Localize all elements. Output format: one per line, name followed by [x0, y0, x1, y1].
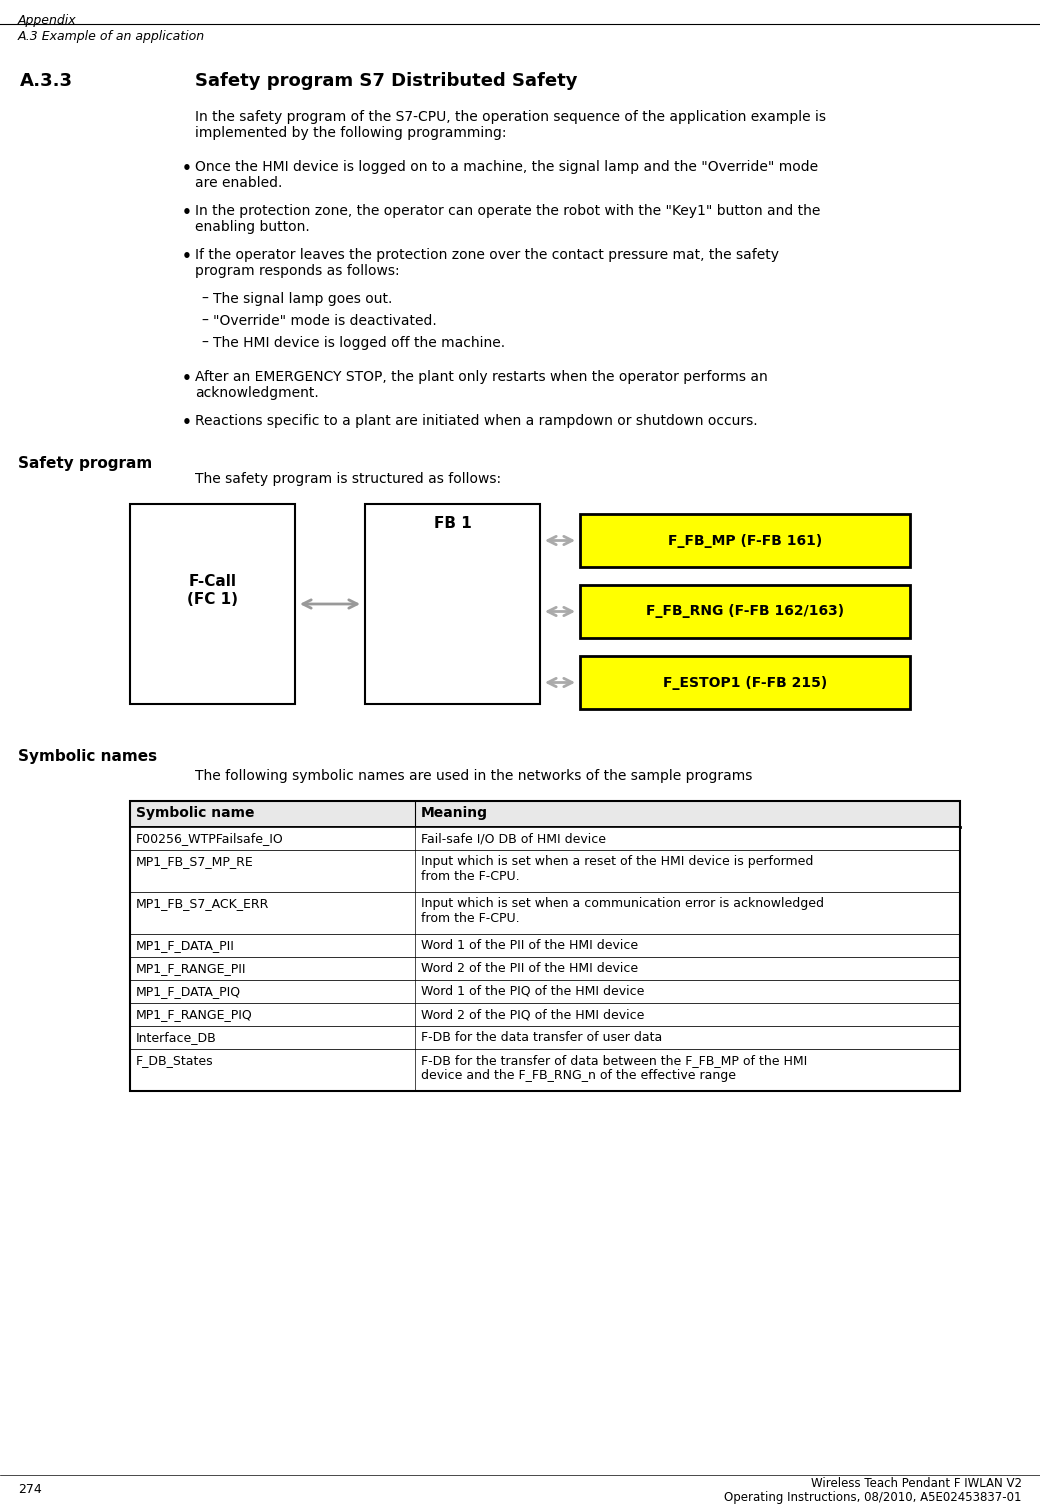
Text: •: •	[182, 415, 191, 430]
Text: •: •	[182, 161, 191, 177]
Text: MP1_F_DATA_PII: MP1_F_DATA_PII	[136, 939, 235, 952]
Bar	[130, 850, 960, 892]
Bar	[130, 801, 960, 1091]
Text: "Override" mode is deactivated.: "Override" mode is deactivated.	[213, 314, 437, 327]
Text: program responds as follows:: program responds as follows:	[196, 264, 399, 278]
Text: The following symbolic names are used in the networks of the sample programs: The following symbolic names are used in…	[196, 770, 752, 783]
Text: A.3 Example of an application: A.3 Example of an application	[18, 30, 205, 42]
Bar	[130, 1003, 960, 1026]
Text: –: –	[201, 337, 208, 350]
Text: Word 2 of the PIQ of the HMI device: Word 2 of the PIQ of the HMI device	[421, 1008, 645, 1022]
Text: are enabled.: are enabled.	[196, 177, 283, 190]
Text: 274: 274	[18, 1483, 42, 1495]
Text: FB 1: FB 1	[434, 516, 471, 531]
Text: Symbolic name: Symbolic name	[136, 806, 255, 819]
Text: Once the HMI device is logged on to a machine, the signal lamp and the "Override: Once the HMI device is logged on to a ma…	[196, 160, 818, 174]
Text: enabling button.: enabling button.	[196, 220, 310, 234]
Bar	[130, 801, 960, 827]
Bar	[365, 504, 540, 705]
Text: MP1_F_DATA_PIQ: MP1_F_DATA_PIQ	[136, 985, 241, 997]
Bar	[130, 892, 960, 934]
Text: Safety program: Safety program	[18, 456, 152, 471]
Text: The safety program is structured as follows:: The safety program is structured as foll…	[196, 472, 501, 486]
Text: F00256_WTPFailsafe_IO: F00256_WTPFailsafe_IO	[136, 831, 284, 845]
Text: Word 1 of the PIQ of the HMI device: Word 1 of the PIQ of the HMI device	[421, 985, 645, 997]
Text: F-DB for the data transfer of user data: F-DB for the data transfer of user data	[421, 1031, 662, 1044]
Text: MP1_F_RANGE_PIQ: MP1_F_RANGE_PIQ	[136, 1008, 253, 1022]
Text: After an EMERGENCY STOP, the plant only restarts when the operator performs an: After an EMERGENCY STOP, the plant only …	[196, 370, 768, 383]
Bar	[130, 957, 960, 979]
Text: Symbolic names: Symbolic names	[18, 748, 157, 764]
Bar	[130, 504, 295, 705]
Text: Wireless Teach Pendant F IWLAN V2: Wireless Teach Pendant F IWLAN V2	[811, 1477, 1022, 1489]
Text: If the operator leaves the protection zone over the contact pressure mat, the sa: If the operator leaves the protection zo…	[196, 247, 779, 263]
Text: F_FB_RNG (F-FB 162/163): F_FB_RNG (F-FB 162/163)	[646, 605, 844, 619]
Bar	[130, 979, 960, 1003]
Text: acknowledgment.: acknowledgment.	[196, 386, 318, 400]
Text: A.3.3: A.3.3	[20, 72, 73, 91]
Text: –: –	[201, 314, 208, 327]
Text: MP1_FB_S7_MP_RE: MP1_FB_S7_MP_RE	[136, 856, 254, 868]
Text: F-DB for the transfer of data between the F_FB_MP of the HMI
device and the F_FB: F-DB for the transfer of data between th…	[421, 1053, 807, 1082]
Text: implemented by the following programming:: implemented by the following programming…	[196, 125, 506, 140]
Bar	[130, 827, 960, 850]
Text: F_DB_States: F_DB_States	[136, 1053, 213, 1067]
Text: Word 1 of the PII of the HMI device: Word 1 of the PII of the HMI device	[421, 939, 639, 952]
Bar	[580, 656, 910, 709]
Text: F_ESTOP1 (F-FB 215): F_ESTOP1 (F-FB 215)	[662, 676, 827, 690]
Text: Word 2 of the PII of the HMI device: Word 2 of the PII of the HMI device	[421, 963, 639, 975]
Text: Input which is set when a reset of the HMI device is performed
from the F-CPU.: Input which is set when a reset of the H…	[421, 856, 813, 883]
Bar	[580, 515, 910, 567]
Text: –: –	[201, 293, 208, 306]
Text: MP1_F_RANGE_PII: MP1_F_RANGE_PII	[136, 963, 246, 975]
Text: The HMI device is logged off the machine.: The HMI device is logged off the machine…	[213, 337, 505, 350]
Bar	[130, 1049, 960, 1091]
Text: F-Call: F-Call	[188, 573, 236, 589]
Bar	[130, 934, 960, 957]
Text: •: •	[182, 205, 191, 220]
Text: Interface_DB: Interface_DB	[136, 1031, 216, 1044]
Text: In the protection zone, the operator can operate the robot with the "Key1" butto: In the protection zone, the operator can…	[196, 204, 821, 217]
Text: Safety program S7 Distributed Safety: Safety program S7 Distributed Safety	[196, 72, 577, 91]
Text: The signal lamp goes out.: The signal lamp goes out.	[213, 293, 392, 306]
Text: (FC 1): (FC 1)	[187, 592, 238, 607]
Text: In the safety program of the S7-CPU, the operation sequence of the application e: In the safety program of the S7-CPU, the…	[196, 110, 826, 124]
Text: •: •	[182, 371, 191, 386]
Bar	[580, 585, 910, 638]
Text: F_FB_MP (F-FB 161): F_FB_MP (F-FB 161)	[668, 534, 823, 548]
Text: Meaning: Meaning	[421, 806, 488, 819]
Text: Fail-safe I/O DB of HMI device: Fail-safe I/O DB of HMI device	[421, 831, 606, 845]
Text: Operating Instructions, 08/2010, A5E02453837-01: Operating Instructions, 08/2010, A5E0245…	[725, 1491, 1022, 1504]
Text: Appendix: Appendix	[18, 14, 77, 27]
Text: Reactions specific to a plant are initiated when a rampdown or shutdown occurs.: Reactions specific to a plant are initia…	[196, 413, 757, 429]
Text: •: •	[182, 249, 191, 264]
Text: MP1_FB_S7_ACK_ERR: MP1_FB_S7_ACK_ERR	[136, 896, 269, 910]
Text: Input which is set when a communication error is acknowledged
from the F-CPU.: Input which is set when a communication …	[421, 896, 824, 925]
Bar	[130, 1026, 960, 1049]
